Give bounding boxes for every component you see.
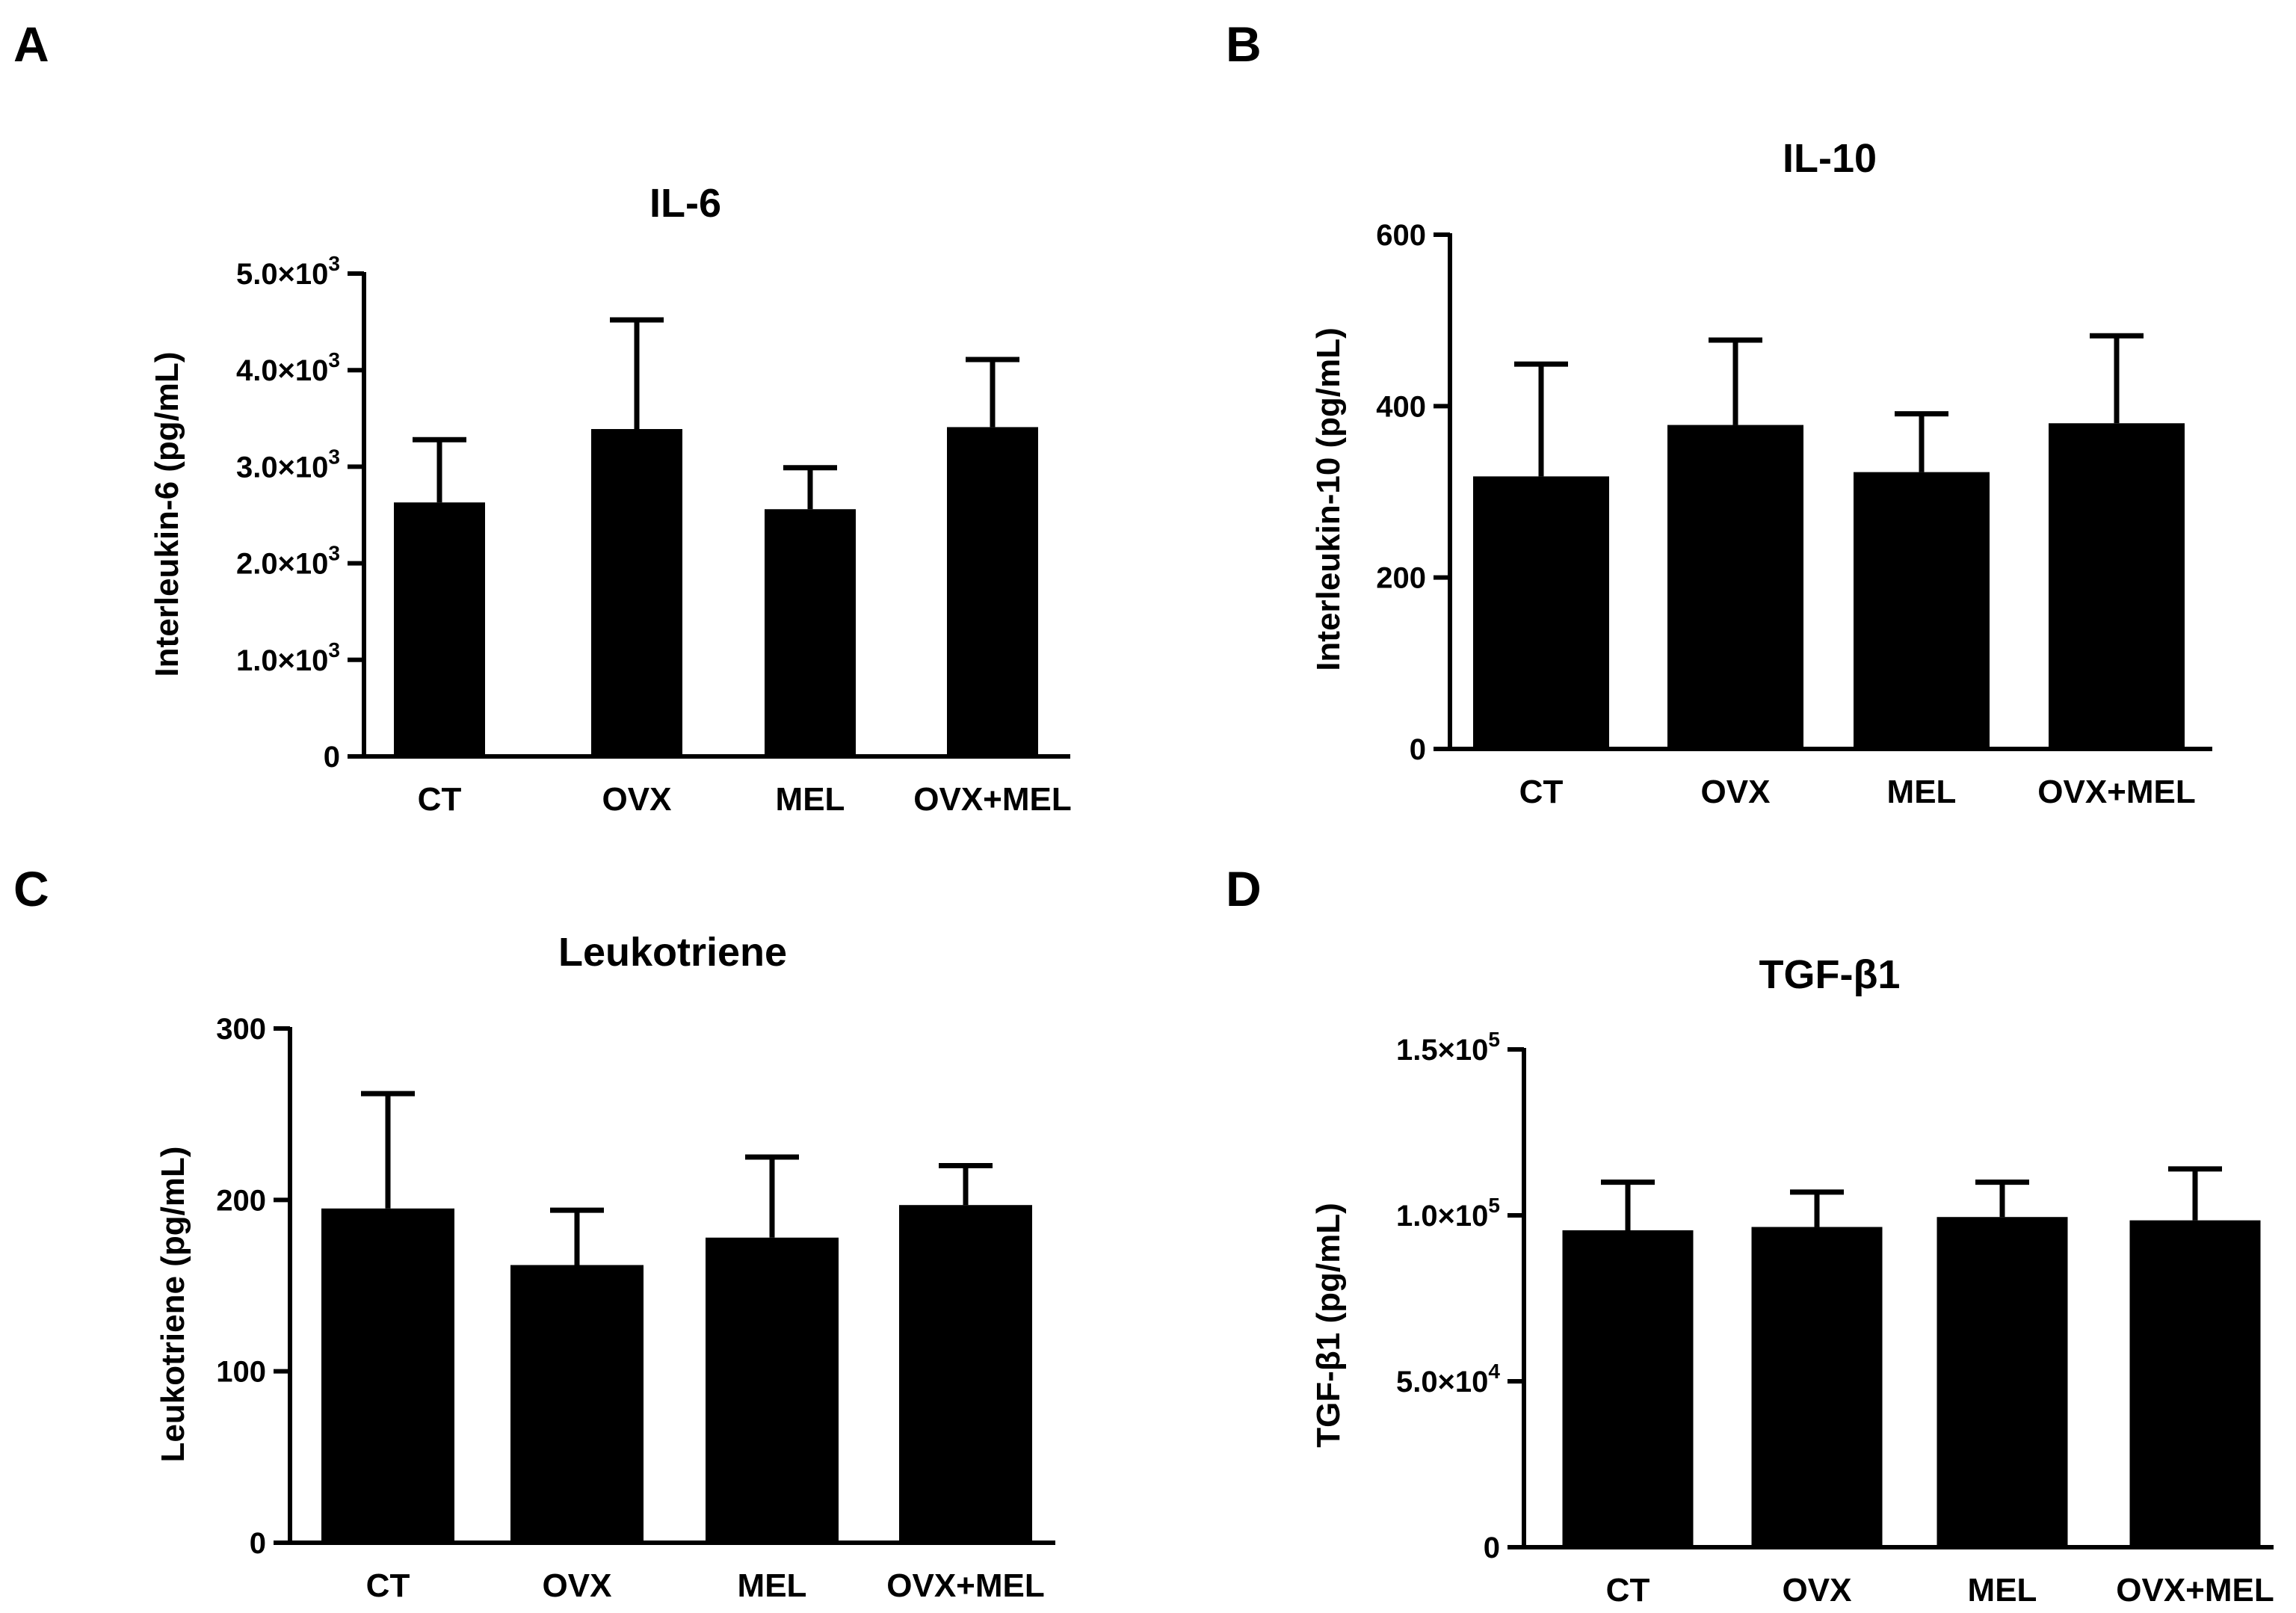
panel-letter-a: A — [13, 16, 49, 72]
y-tick-label: 1.5×105 — [1396, 1028, 1500, 1067]
y-tick-label: 5.0×104 — [1396, 1360, 1500, 1398]
error-bars-a — [413, 317, 1019, 510]
bar-ct — [394, 502, 485, 756]
y-tick-label: 0 — [1484, 1532, 1500, 1564]
bar-mel — [1854, 472, 1990, 749]
chart-title-c: Leukotriene — [558, 930, 787, 975]
y-tick-label: 100 — [216, 1356, 266, 1389]
y-tick-label: 0 — [1410, 733, 1426, 766]
y-ticks-a: 0 1.0×103 2.0×103 3.0×103 4.0×103 5.0×103 — [236, 252, 364, 774]
chart-title-d: TGF-β1 — [1759, 952, 1901, 997]
x-tick-label: OVX — [1701, 774, 1771, 810]
axes-a — [362, 272, 1070, 759]
error-bars-d — [1601, 1166, 2222, 1230]
x-tick-label: MEL — [1887, 774, 1957, 810]
bar-ovx — [591, 429, 682, 756]
panel-a: A IL-6 Interleukin-6 (pg/mL) 0 1.0×103 2.0… — [13, 16, 1072, 818]
y-axis-label-d: TGF-β1 (pg/mL) — [1310, 1203, 1347, 1447]
y-axis-label-b: Interleukin-10 (pg/mL) — [1310, 327, 1347, 671]
bar-ovx — [510, 1265, 644, 1543]
x-tick-label: OVX+MEL — [2037, 774, 2196, 810]
y-tick-label: 0 — [324, 741, 340, 774]
bar-ovx — [1667, 425, 1803, 749]
y-ticks-b: 0 200 400 600 — [1376, 219, 1450, 766]
panel-letter-b: B — [1226, 16, 1262, 72]
y-tick-label: 1.0×103 — [236, 638, 340, 677]
y-axis-label-c: Leukotriene (pg/mL) — [155, 1147, 191, 1463]
y-tick-label: 3.0×103 — [236, 445, 340, 484]
y-tick-label: 600 — [1376, 219, 1426, 252]
x-tick-label: CT — [418, 781, 462, 818]
chart-title-a: IL-6 — [649, 181, 721, 226]
bar-mel — [1937, 1217, 2068, 1547]
x-tick-labels-c: CT OVX MEL OVX+MEL — [366, 1567, 1045, 1604]
y-tick-label: 1.0×105 — [1396, 1194, 1500, 1233]
error-bars-c — [361, 1091, 993, 1265]
bar-ovx — [1751, 1227, 1883, 1547]
y-ticks-d: 0 5.0×104 1.0×105 1.5×105 — [1396, 1028, 1524, 1564]
y-tick-label: 2.0×103 — [236, 542, 340, 581]
x-tick-label: OVX — [602, 781, 672, 818]
x-tick-labels-b: CT OVX MEL OVX+MEL — [1519, 774, 2196, 810]
bar-ct — [1473, 476, 1609, 749]
y-tick-label: 0 — [250, 1527, 266, 1560]
x-tick-label: CT — [366, 1567, 410, 1604]
y-tick-label: 4.0×103 — [236, 348, 340, 387]
x-tick-label: OVX+MEL — [2116, 1572, 2274, 1609]
y-tick-label: 400 — [1376, 390, 1426, 423]
bar-mel — [706, 1237, 839, 1543]
panel-c: C Leukotriene Leukotriene (pg/mL) 0 100 20… — [13, 861, 1055, 1604]
panel-b: B IL-10 Interleukin-10 (pg/mL) 0 200 400 60… — [1226, 16, 2212, 810]
y-tick-label: 200 — [1376, 562, 1426, 595]
x-tick-label: CT — [1606, 1572, 1650, 1609]
bar-ct — [1562, 1230, 1694, 1547]
bars-c — [321, 1205, 1032, 1543]
x-tick-labels-a: CT OVX MEL OVX+MEL — [418, 781, 1072, 818]
error-bars-b — [1514, 333, 2144, 477]
x-tick-label: OVX — [1783, 1572, 1852, 1609]
x-tick-label: OVX+MEL — [913, 781, 1072, 818]
bars-d — [1562, 1217, 2261, 1547]
y-tick-label: 300 — [216, 1013, 266, 1046]
x-tick-label: OVX — [543, 1567, 612, 1604]
y-ticks-c: 0 100 200 300 — [216, 1013, 290, 1560]
x-tick-label: MEL — [1968, 1572, 2037, 1609]
bar-ct — [321, 1208, 454, 1543]
bar-ovx-plus-mel — [899, 1205, 1032, 1543]
panel-letter-c: C — [13, 861, 49, 916]
y-axis-label-a: Interleukin-6 (pg/mL) — [149, 351, 185, 676]
bar-mel — [765, 509, 856, 756]
axes-d — [1522, 1048, 2274, 1549]
bars-b — [1473, 423, 2185, 749]
chart-title-b: IL-10 — [1783, 136, 1877, 181]
panel-letter-d: D — [1226, 861, 1262, 916]
x-tick-label: MEL — [738, 1567, 807, 1604]
y-tick-label: 5.0×103 — [236, 252, 340, 291]
bars-a — [394, 427, 1038, 756]
bar-ovx-plus-mel — [2049, 423, 2185, 749]
bar-ovx-plus-mel — [2129, 1220, 2261, 1547]
axes-b — [1448, 233, 2212, 751]
y-tick-label: 200 — [216, 1184, 266, 1217]
panel-d: D TGF-β1 TGF-β1 (pg/mL) 0 5.0×104 1.0×105 1… — [1226, 861, 2274, 1609]
x-tick-label: CT — [1519, 774, 1564, 810]
bar-ovx-plus-mel — [947, 427, 1038, 756]
x-tick-label: MEL — [776, 781, 845, 818]
x-tick-label: OVX+MEL — [886, 1567, 1045, 1604]
axes-c — [288, 1027, 1055, 1545]
x-tick-labels-d: CT OVX MEL OVX+MEL — [1606, 1572, 2274, 1609]
